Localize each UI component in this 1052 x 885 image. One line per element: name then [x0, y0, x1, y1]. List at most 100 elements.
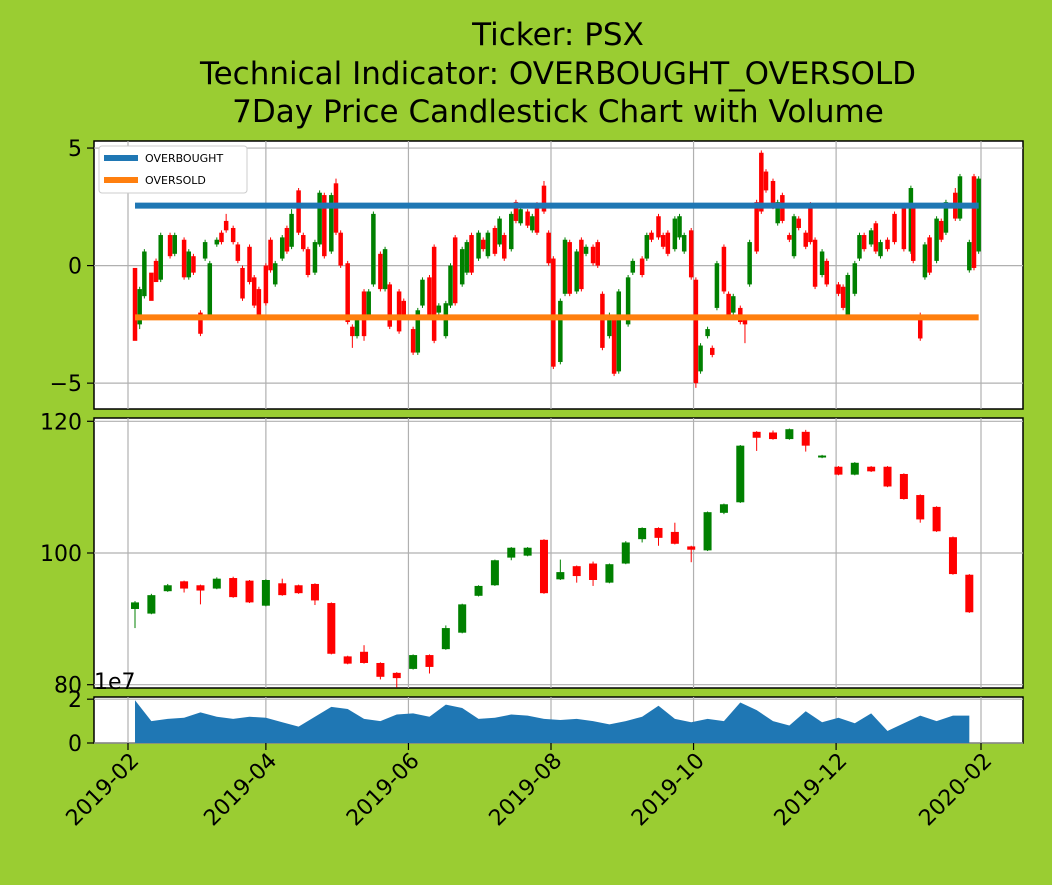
price-candle-body	[736, 445, 745, 503]
indicator-candle-body	[625, 277, 631, 325]
indicator-candle-body	[546, 232, 551, 264]
price-candle-body	[261, 580, 270, 606]
indicator-ytick-label: 0	[68, 255, 82, 280]
indicator-candle-body	[401, 300, 407, 315]
indicator-candle-body	[567, 242, 572, 294]
indicator-candle-body	[492, 227, 498, 254]
indicator-candle-body	[747, 242, 752, 285]
indicator-candle-body	[181, 239, 187, 278]
indicator-candle-body	[583, 246, 589, 254]
price-candles	[131, 428, 974, 688]
price-candle-body	[278, 583, 287, 596]
indicator-candle-body	[223, 220, 229, 231]
price-candle-body	[769, 432, 778, 440]
indicator-candle-body	[497, 218, 502, 245]
indicator-candle-body	[709, 347, 715, 355]
indicator-candle-body	[600, 293, 605, 348]
indicator-candle-body	[509, 213, 514, 250]
indicator-candle-body	[256, 289, 262, 315]
price-grid	[94, 418, 1023, 688]
indicator-candle-body	[345, 263, 350, 323]
volume-panel: 20 1e7	[68, 670, 1024, 757]
indicator-candle-body	[892, 213, 897, 243]
indicator-candle-body	[873, 223, 879, 252]
indicator-candle-body	[721, 246, 727, 292]
indicator-candle-body	[296, 190, 301, 233]
indicator-candle-body	[312, 242, 318, 273]
x-tick-label: 2019-10	[627, 749, 710, 832]
indicator-candle-body	[272, 263, 278, 285]
price-candle-body	[719, 504, 728, 513]
indicator-candle-body	[803, 232, 808, 247]
price-y-ticks: 120 100 80	[40, 410, 94, 699]
indicator-candle-body	[289, 213, 294, 247]
indicator-candle-body	[967, 242, 972, 271]
indicator-candle-body	[459, 249, 465, 285]
indicator-candle-body	[513, 202, 519, 221]
price-ytick-label: 80	[54, 674, 82, 699]
volume-ytick-label: 2	[68, 688, 82, 713]
indicator-candle-body	[149, 272, 154, 301]
x-tick-label: 2019-08	[485, 749, 568, 832]
price-candle-body	[294, 585, 303, 594]
x-axis-ticks: 2019-02 2019-04 2019-06 2019-08 2019-10 2019-…	[62, 743, 997, 832]
indicator-candle-body	[329, 195, 334, 252]
legend: OVERBOUGHT OVERSOLD	[98, 145, 248, 194]
indicator-candle-body	[558, 300, 563, 362]
indicator-candle-body	[574, 251, 579, 292]
indicator-candle-body	[922, 244, 928, 278]
title-line-2: Technical Indicator: OVERBOUGHT_OVERSOLD	[199, 56, 916, 92]
price-candle-body	[752, 431, 761, 438]
indicator-candle-body	[770, 180, 776, 207]
indicator-candle-body	[796, 218, 801, 228]
indicator-candle-body	[530, 216, 535, 231]
price-candle-body	[654, 527, 663, 538]
volume-area	[135, 700, 970, 743]
indicator-candle-body	[361, 291, 367, 337]
indicator-candle-body	[943, 202, 949, 233]
indicator-candle-body	[939, 220, 944, 240]
indicator-candle-body	[525, 211, 530, 226]
indicator-candle-body	[616, 291, 622, 372]
indicator-candle-body	[551, 258, 556, 367]
price-candle-body	[229, 578, 238, 598]
price-candle-body	[589, 563, 598, 580]
indicator-candle-body	[656, 216, 661, 238]
indicator-candle-body	[677, 216, 682, 238]
indicator-candle-body	[836, 284, 841, 294]
indicator-candle-body	[317, 192, 322, 245]
title-line-3: 7Day Price Candlestick Chart with Volume	[232, 94, 884, 130]
indicator-candle-body	[927, 237, 932, 273]
indicator-candle-body	[901, 206, 907, 250]
indicator-candle-body	[705, 329, 710, 337]
indicator-candle-body	[279, 237, 285, 259]
indicator-candle-body	[726, 293, 731, 318]
price-candle-body	[948, 537, 957, 575]
indicator-candle-body	[251, 277, 257, 306]
indicator-candle-body	[207, 263, 213, 315]
price-candle-body	[785, 429, 794, 440]
x-tick-label: 2019-06	[342, 749, 425, 832]
indicator-candle-body	[812, 239, 818, 287]
indicator-candle-body	[186, 251, 192, 278]
price-candle-body	[523, 547, 532, 556]
indicator-candle-body	[808, 204, 813, 243]
price-candle-body	[932, 506, 941, 532]
indicator-candle-body	[787, 235, 792, 240]
indicator-candle-body	[518, 209, 523, 224]
price-candle-body	[343, 656, 352, 664]
indicator-candle-body	[338, 232, 343, 266]
indicator-candle-body	[759, 152, 764, 212]
indicator-candle-body	[191, 256, 196, 273]
indicator-candle-body	[167, 235, 173, 257]
indicator-candle-body	[415, 310, 421, 353]
price-candle-body	[409, 655, 418, 669]
indicator-candle-body	[371, 213, 376, 285]
indicator-candle-body	[579, 239, 584, 290]
indicator-candle-body	[910, 206, 916, 261]
indicator-candle-body	[153, 260, 159, 283]
indicator-candle-body	[452, 237, 458, 304]
indicator-candle-body	[247, 246, 252, 283]
price-candle-body	[441, 628, 450, 650]
